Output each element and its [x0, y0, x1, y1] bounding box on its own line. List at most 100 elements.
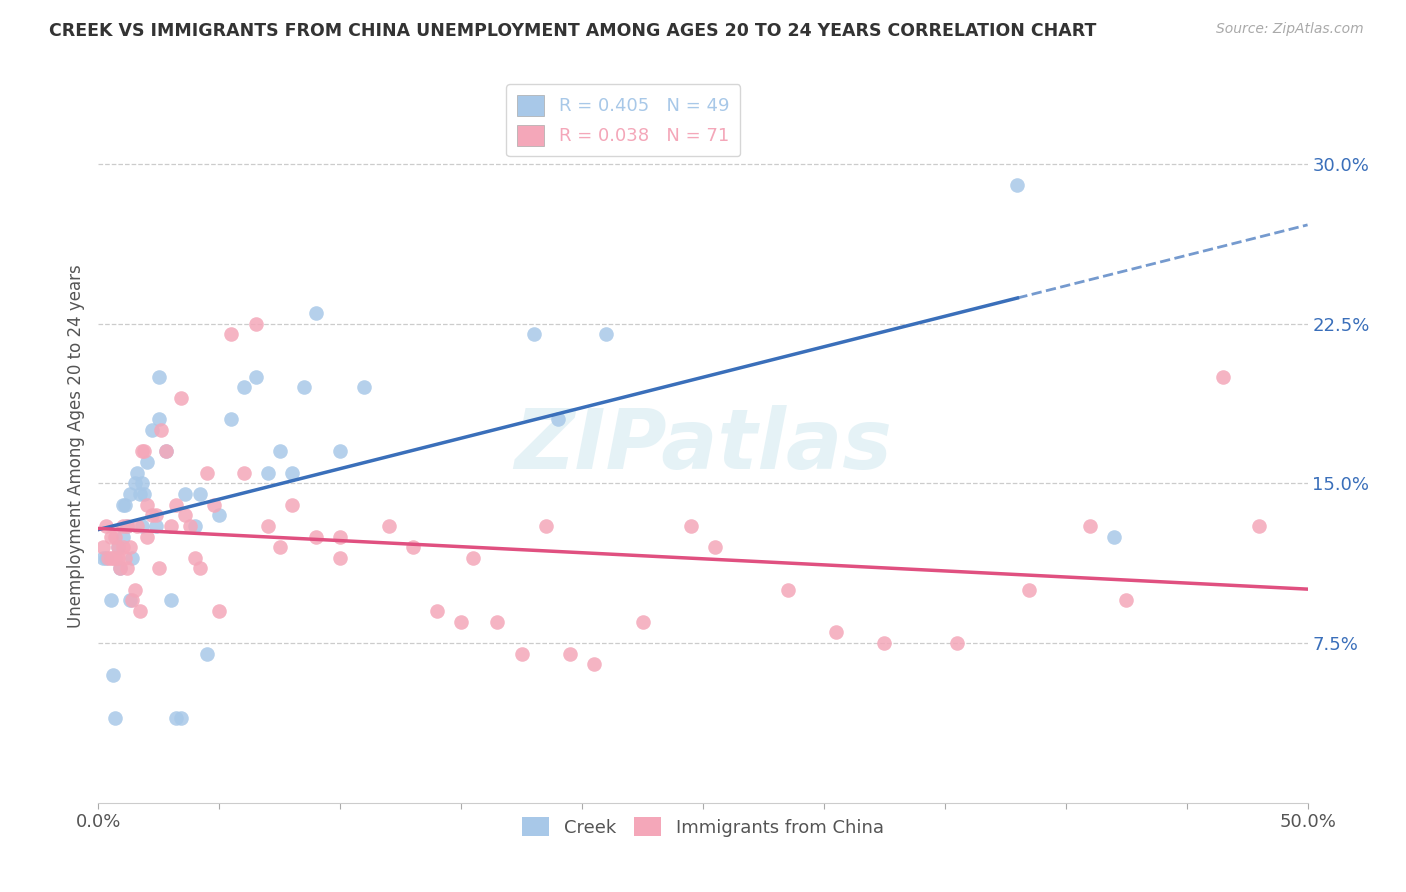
Point [97, 550, 120, 565]
Point [174, 487, 197, 501]
Point [155, 444, 177, 458]
Point [179, 519, 201, 533]
Point [825, 625, 848, 640]
Point [353, 380, 375, 394]
Y-axis label: Unemployment Among Ages 20 to 24 years: Unemployment Among Ages 20 to 24 years [66, 264, 84, 628]
Point [450, 615, 472, 629]
Point [155, 444, 177, 458]
Point [195, 647, 218, 661]
Point [184, 550, 207, 565]
Point [100, 529, 122, 543]
Point [135, 498, 157, 512]
Point [329, 444, 352, 458]
Point [124, 476, 146, 491]
Point [104, 550, 127, 565]
Point [256, 519, 278, 533]
Point [256, 466, 278, 480]
Point [145, 508, 167, 523]
Point [104, 710, 127, 724]
Point [184, 519, 207, 533]
Point [131, 519, 153, 533]
Point [121, 550, 143, 565]
Point [204, 498, 226, 512]
Point [169, 391, 191, 405]
Point [169, 710, 191, 724]
Point [135, 529, 157, 543]
Point [94, 550, 117, 565]
Point [148, 412, 170, 426]
Point [145, 519, 167, 533]
Point [107, 540, 129, 554]
Point [111, 529, 134, 543]
Point [108, 561, 131, 575]
Point [523, 327, 546, 342]
Point [1078, 519, 1101, 533]
Point [1007, 178, 1029, 192]
Point [245, 369, 267, 384]
Point [679, 519, 702, 533]
Point [94, 519, 117, 533]
Point [134, 444, 156, 458]
Point [232, 466, 254, 480]
Point [104, 529, 127, 543]
Point [108, 561, 131, 575]
Point [111, 498, 134, 512]
Point [534, 519, 557, 533]
Point [305, 529, 328, 543]
Point [547, 412, 569, 426]
Point [148, 561, 170, 575]
Point [1115, 593, 1137, 607]
Legend: Creek, Immigrants from China: Creek, Immigrants from China [515, 810, 891, 844]
Point [1212, 369, 1234, 384]
Point [245, 317, 267, 331]
Point [426, 604, 449, 618]
Point [135, 455, 157, 469]
Point [107, 550, 129, 565]
Point [150, 423, 173, 437]
Point [91, 550, 114, 565]
Point [127, 466, 149, 480]
Point [776, 582, 799, 597]
Point [118, 487, 141, 501]
Point [208, 604, 231, 618]
Point [704, 540, 727, 554]
Point [281, 466, 304, 480]
Point [329, 550, 352, 565]
Point [117, 561, 139, 575]
Point [117, 519, 139, 533]
Point [558, 647, 581, 661]
Point [131, 476, 153, 491]
Point [595, 327, 617, 342]
Point [131, 444, 153, 458]
Point [510, 647, 533, 661]
Point [195, 466, 218, 480]
Point [160, 519, 183, 533]
Text: Source: ZipAtlas.com: Source: ZipAtlas.com [1216, 22, 1364, 37]
Point [188, 561, 211, 575]
Point [160, 593, 183, 607]
Point [232, 380, 254, 394]
Point [463, 550, 485, 565]
Point [583, 657, 606, 672]
Text: ZIPatlas: ZIPatlas [515, 406, 891, 486]
Point [148, 369, 170, 384]
Point [118, 593, 141, 607]
Point [107, 540, 129, 554]
Point [121, 593, 143, 607]
Point [128, 604, 150, 618]
Point [221, 327, 243, 342]
Point [124, 582, 146, 597]
Point [1249, 519, 1271, 533]
Point [114, 498, 136, 512]
Point [134, 487, 156, 501]
Point [281, 498, 304, 512]
Point [165, 498, 187, 512]
Point [141, 423, 163, 437]
Point [111, 519, 134, 533]
Point [377, 519, 399, 533]
Point [631, 615, 654, 629]
Point [221, 412, 243, 426]
Point [100, 593, 122, 607]
Point [101, 668, 124, 682]
Point [100, 550, 122, 565]
